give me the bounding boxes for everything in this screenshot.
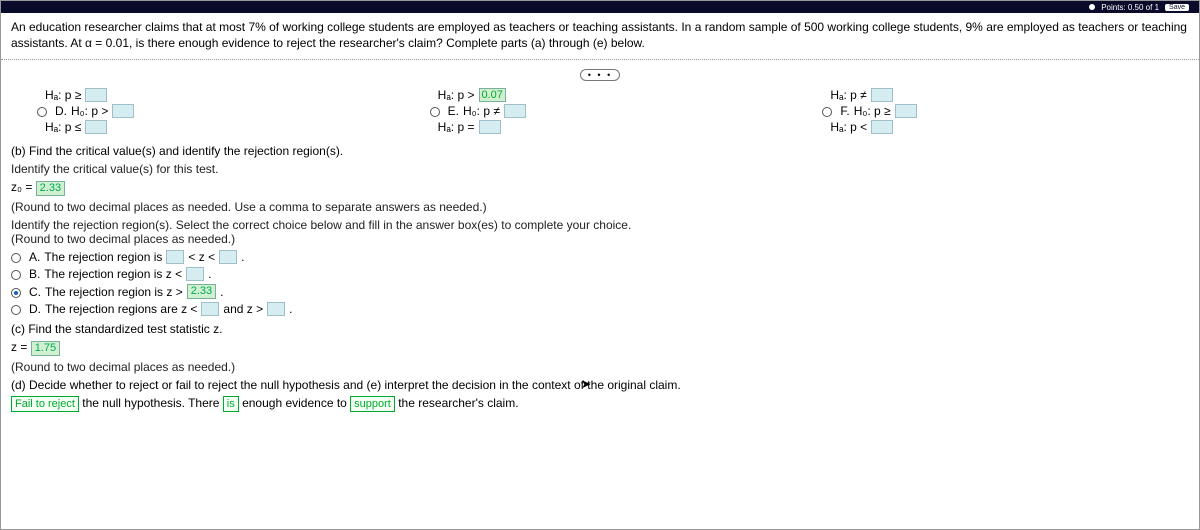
opt-d2-text2: and z >	[223, 302, 263, 316]
part-c-header: (c) Find the standardized test statistic…	[11, 322, 1189, 336]
part-b-header: (b) Find the critical value(s) and ident…	[11, 144, 1189, 158]
radio-opt-e[interactable]	[430, 107, 440, 117]
opt-d2-letter: D.	[29, 302, 41, 316]
opt-d-letter: D.	[55, 104, 67, 118]
part-b-identify: Identify the critical value(s) for this …	[11, 162, 1189, 176]
radio-opt-c[interactable]	[11, 288, 21, 298]
z0-label: z₀ =	[11, 180, 32, 194]
rejection-region-options: A. The rejection region is < z < . B. Th…	[11, 250, 1189, 316]
opt-f-row2: Hₐ: p <	[830, 120, 1189, 134]
ha-right-top: Hₐ: p ≠	[830, 88, 1189, 102]
opt-a-text2: < z <	[188, 250, 215, 264]
opt-d-ha: Hₐ: p ≤	[45, 120, 81, 134]
col-mid: Hₐ: p > 0.07 E. H₀: p ≠ Hₐ: p =	[404, 86, 797, 136]
opt-d-h0: H₀: p >	[71, 104, 108, 118]
input-blank[interactable]	[85, 120, 107, 134]
input-blank[interactable]	[267, 302, 285, 316]
opt-d2-text1: The rejection regions are z <	[45, 302, 197, 316]
opt-e-row2: Hₐ: p =	[438, 120, 797, 134]
opt-f-row1: F. H₀: p ≥	[822, 104, 1189, 118]
opt-f-letter: F.	[840, 104, 849, 118]
opt-f-h0: H₀: p ≥	[854, 104, 891, 118]
input-blank[interactable]	[112, 104, 134, 118]
opt-b-text: The rejection region is z <	[44, 267, 182, 281]
part-d-t2: enough evidence to	[239, 396, 350, 410]
input-filled[interactable]: 0.07	[479, 88, 506, 102]
opt-e-ha: Hₐ: p =	[438, 120, 475, 134]
radio-opt-a[interactable]	[11, 253, 21, 263]
input-blank[interactable]	[85, 88, 107, 102]
part-d-sentence: Fail to reject the null hypothesis. Ther…	[11, 396, 1189, 412]
opt-e-h0: H₀: p ≠	[463, 104, 500, 118]
dropdown-is[interactable]: is	[223, 396, 239, 412]
input-blank[interactable]	[186, 267, 204, 281]
hypothesis-columns: Hₐ: p ≥ D. H₀: p > Hₐ: p ≤ Hₐ: p >	[11, 86, 1189, 136]
part-d-t3: the researcher's claim.	[395, 396, 519, 410]
question-container: Points: 0.50 of 1 Save An education rese…	[0, 0, 1200, 530]
collapse-toggle[interactable]: • • •	[580, 69, 620, 81]
input-blank[interactable]	[504, 104, 526, 118]
input-blank[interactable]	[219, 250, 237, 264]
opt-b: B. The rejection region is z < .	[11, 267, 1189, 281]
opt-c-input[interactable]: 2.33	[187, 284, 216, 299]
dropdown-reject[interactable]: Fail to reject	[11, 396, 79, 412]
part-d-t1: the null hypothesis. There	[79, 396, 223, 410]
z0-line: z₀ = 2.33	[11, 180, 1189, 196]
opt-f-ha: Hₐ: p <	[830, 120, 867, 134]
opt-e-row1: E. H₀: p ≠	[430, 104, 797, 118]
opt-e-letter: E.	[448, 104, 459, 118]
points-label: Points: 0.50 of 1	[1101, 3, 1159, 12]
opt-b-letter: B.	[29, 267, 40, 281]
z-input[interactable]: 1.75	[31, 341, 60, 356]
question-body: Hₐ: p ≥ D. H₀: p > Hₐ: p ≤ Hₐ: p >	[1, 60, 1199, 426]
opt-a: A. The rejection region is < z < .	[11, 250, 1189, 264]
radio-opt-f[interactable]	[822, 107, 832, 117]
z-label: z =	[11, 340, 27, 354]
opt-c-letter: C.	[29, 285, 41, 299]
ha-mid-top: Hₐ: p > 0.07	[438, 88, 797, 102]
input-blank[interactable]	[201, 302, 219, 316]
opt-d-row2: Hₐ: p ≤	[45, 120, 404, 134]
part-b-identify2: Identify the rejection region(s). Select…	[11, 218, 1189, 246]
part-c-round: (Round to two decimal places as needed.)	[11, 360, 1189, 374]
save-button[interactable]: Save	[1165, 4, 1189, 11]
input-blank[interactable]	[895, 104, 917, 118]
input-blank[interactable]	[166, 250, 184, 264]
ha-mid-label: Hₐ: p >	[438, 88, 475, 102]
z-line: z = 1.75	[11, 340, 1189, 356]
part-d-header: (d) Decide whether to reject or fail to …	[11, 378, 1189, 392]
radio-opt-b[interactable]	[11, 270, 21, 280]
input-blank[interactable]	[871, 120, 893, 134]
opt-d2: D. The rejection regions are z < and z >…	[11, 302, 1189, 316]
input-blank[interactable]	[871, 88, 893, 102]
opt-a-letter: A.	[29, 250, 40, 264]
col-left: Hₐ: p ≥ D. H₀: p > Hₐ: p ≤	[11, 86, 404, 136]
ha-left-label: Hₐ: p ≥	[45, 88, 81, 102]
opt-d-row1: D. H₀: p >	[37, 104, 404, 118]
part-b-round1: (Round to two decimal places as needed. …	[11, 200, 1189, 214]
radio-opt-d2[interactable]	[11, 305, 21, 315]
top-bar: Points: 0.50 of 1 Save	[1, 1, 1199, 13]
z0-input[interactable]: 2.33	[36, 181, 65, 196]
input-blank[interactable]	[479, 120, 501, 134]
radio-opt-d[interactable]	[37, 107, 47, 117]
col-right: Hₐ: p ≠ F. H₀: p ≥ Hₐ: p <	[796, 86, 1189, 136]
opt-c: C. The rejection region is z > 2.33.	[11, 284, 1189, 299]
opt-c-text1: The rejection region is z >	[45, 285, 183, 299]
dropdown-support[interactable]: support	[350, 396, 395, 412]
opt-a-text1: The rejection region is	[44, 250, 162, 264]
question-prompt: An education researcher claims that at m…	[1, 13, 1199, 60]
ha-right-label: Hₐ: p ≠	[830, 88, 866, 102]
ha-left-top: Hₐ: p ≥	[45, 88, 404, 102]
status-dot	[1089, 4, 1095, 10]
